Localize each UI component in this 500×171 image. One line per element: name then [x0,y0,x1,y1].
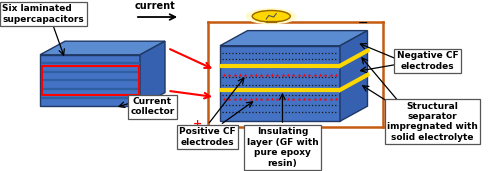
Polygon shape [220,46,340,121]
Polygon shape [140,41,165,106]
Text: Structural
separator
impregnated with
solid electrolyte: Structural separator impregnated with so… [387,102,478,142]
Text: −: − [357,17,368,30]
Polygon shape [340,31,367,121]
Text: Insulating
layer (GF with
pure epoxy
resin): Insulating layer (GF with pure epoxy res… [246,127,318,168]
Polygon shape [40,41,165,55]
Bar [42,66,138,95]
Text: Six laminated
supercapacitors: Six laminated supercapacitors [2,4,84,24]
Text: Positive CF
electrodes: Positive CF electrodes [179,127,236,147]
Text: current: current [135,1,176,11]
Circle shape [252,11,290,22]
Polygon shape [220,31,368,46]
Text: Negative CF
electrodes: Negative CF electrodes [396,51,458,70]
Polygon shape [40,55,140,106]
Circle shape [246,9,296,24]
Text: +: + [193,119,202,129]
Text: Current
collector: Current collector [130,97,174,116]
